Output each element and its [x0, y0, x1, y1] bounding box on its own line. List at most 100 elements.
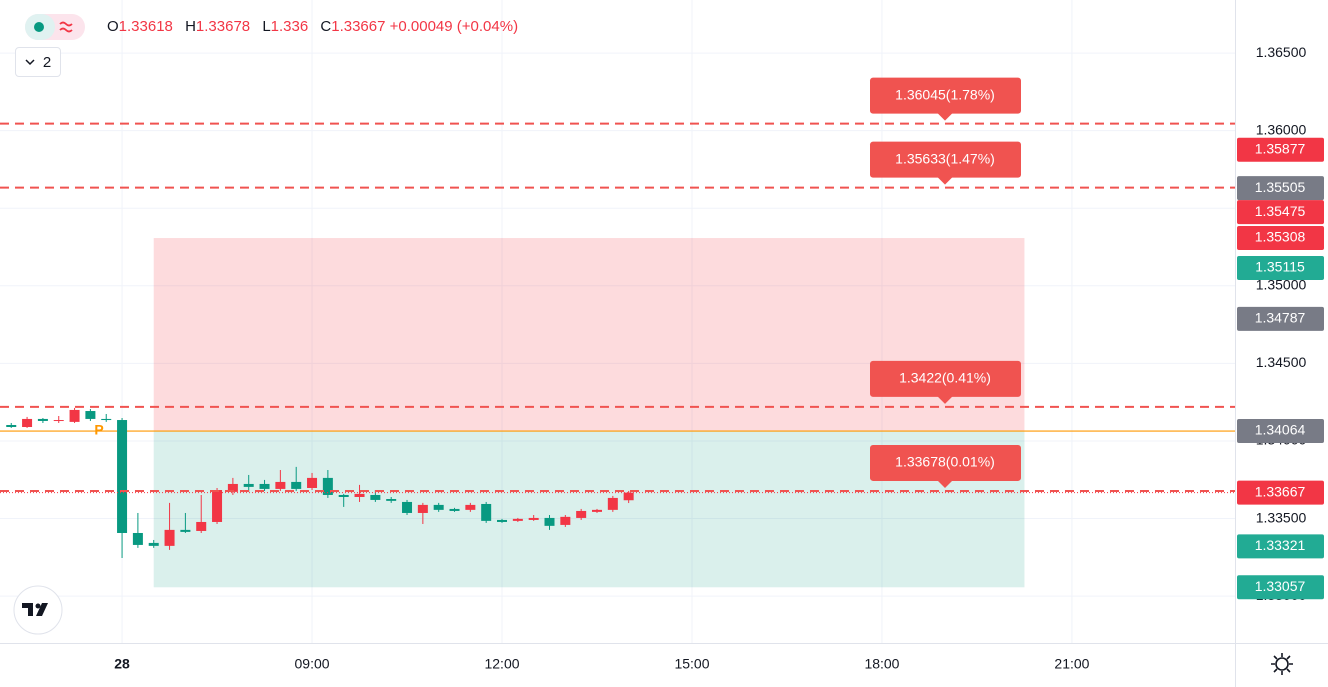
candle-body	[243, 483, 254, 487]
level-label-pointer	[937, 112, 953, 121]
price-badge-label: 1.35505	[1255, 179, 1306, 195]
candle-body	[101, 418, 112, 421]
level-label: 1.33678(0.01%)	[895, 454, 995, 470]
candle-body	[212, 490, 223, 522]
candle-body	[544, 517, 555, 526]
candle-body	[417, 504, 428, 513]
level-label-box	[870, 77, 1021, 114]
candle-body	[576, 510, 587, 518]
settings-icon[interactable]	[1271, 653, 1293, 675]
open-value: 1.33618	[118, 18, 173, 35]
candle-body	[307, 477, 318, 488]
open-label: O	[107, 18, 119, 35]
price-badge	[1237, 480, 1324, 505]
candle-body	[322, 477, 333, 495]
price-badge-label: 1.33667	[1255, 483, 1306, 499]
candle-body	[386, 499, 397, 501]
price-badge	[1237, 176, 1324, 201]
candle-body	[148, 542, 159, 546]
tv-logo[interactable]	[13, 585, 63, 635]
x-tick-label: 15:00	[674, 656, 709, 672]
candle-body	[196, 521, 207, 531]
candle-body	[117, 420, 128, 533]
level-label: 1.3422(0.41%)	[899, 370, 991, 386]
price-badge-label: 1.34064	[1255, 422, 1306, 438]
candle-body	[180, 529, 191, 532]
candle-body	[259, 483, 270, 489]
candle-body	[354, 493, 365, 497]
candle-body	[164, 529, 175, 546]
candle-body	[607, 497, 618, 510]
candle-body	[85, 411, 96, 419]
candle-body	[132, 532, 143, 545]
x-tick-label: 18:00	[864, 656, 899, 672]
candle-body	[370, 494, 381, 500]
candle-body	[497, 519, 508, 522]
candle-body	[402, 501, 413, 513]
chevron	[25, 59, 35, 66]
price-badge	[1237, 575, 1324, 600]
indicators-toggle[interactable]: 2	[15, 47, 61, 77]
indicator-count: 2	[42, 53, 52, 71]
price-badge	[1237, 226, 1324, 251]
price-badge	[1237, 534, 1324, 559]
logo-dot	[35, 603, 41, 609]
candle-body	[22, 418, 33, 428]
candle-body	[560, 516, 571, 525]
data-icon	[59, 21, 73, 33]
price-badge	[1237, 306, 1324, 331]
price-badge-label: 1.33057	[1255, 578, 1306, 594]
stop-zone	[153, 238, 1025, 432]
logo-circle[interactable]	[13, 585, 63, 635]
level-label-box	[870, 141, 1021, 178]
candle-body	[481, 503, 492, 521]
low-value: 1.336	[270, 18, 309, 35]
candle-body	[591, 509, 602, 512]
low-label: L	[262, 18, 271, 35]
candle-body	[623, 492, 634, 501]
level-label-pointer	[937, 479, 953, 488]
candle-body	[6, 424, 17, 428]
close-value: 1.33667	[331, 18, 386, 35]
price-badge-label: 1.35475	[1255, 203, 1306, 219]
candle-body	[37, 418, 48, 421]
plot: P 1.36045(1.78%) 1.35633(1.47%) 1.3422(0.41…	[0, 77, 1235, 588]
level-label-pointer	[937, 176, 953, 185]
level-label-pointer	[937, 395, 953, 404]
candle-body	[227, 483, 238, 492]
candle-body	[449, 508, 460, 511]
y-tick-label: 1.35000	[1256, 277, 1307, 293]
high-value: 1.33678	[195, 18, 251, 35]
y-tick-label: 1.36500	[1256, 44, 1307, 60]
status-dot	[34, 22, 44, 32]
price-badge-label: 1.34787	[1255, 310, 1306, 326]
change-pct: (+0.04%)	[456, 18, 519, 35]
price-badge-label: 1.35308	[1255, 229, 1306, 245]
ohlc-legend: O1.33618 H1.33678 L1.336 C1.33667 +0.000…	[107, 18, 518, 35]
candle-body	[275, 481, 286, 489]
price-badge	[1237, 419, 1324, 444]
candle-body	[69, 409, 80, 422]
gear-ring[interactable]	[1275, 657, 1289, 671]
gear-teeth	[1271, 653, 1293, 675]
close-label: C	[320, 18, 332, 35]
candle-body	[528, 517, 539, 520]
candle-body	[338, 494, 349, 497]
y-tick-label: 1.33500	[1256, 509, 1307, 525]
price-badge-label: 1.35115	[1255, 259, 1305, 275]
price-badge-label: 1.33321	[1255, 537, 1306, 553]
entry-marker: P	[94, 422, 103, 438]
top-icons[interactable]	[25, 14, 85, 40]
change: +0.00049	[389, 18, 453, 35]
y-tick-label: 1.36000	[1256, 121, 1307, 137]
price-badge	[1237, 200, 1324, 225]
price-badge	[1237, 137, 1324, 162]
high-label: H	[185, 18, 196, 35]
level-label: 1.35633(1.47%)	[895, 150, 995, 166]
price-badge-label: 1.35877	[1255, 140, 1306, 156]
level-label: 1.36045(1.78%)	[895, 86, 995, 102]
x-tick-label: 28	[114, 656, 130, 672]
logo-glyph	[22, 603, 48, 616]
